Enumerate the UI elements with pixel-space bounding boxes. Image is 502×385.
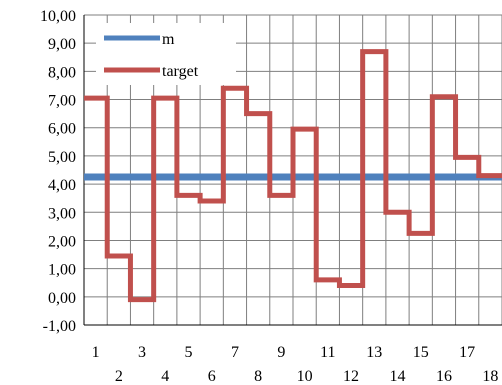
x-tick-label: 8	[254, 368, 262, 385]
y-tick-label: 9,00	[48, 36, 76, 53]
y-tick-label: 2,00	[48, 233, 76, 250]
x-tick-label: 10	[297, 368, 313, 385]
x-tick-label: 2	[115, 368, 123, 385]
series-line-target	[84, 49, 502, 303]
y-tick-label: 0,00	[48, 290, 76, 307]
x-tick-label: 5	[185, 344, 193, 361]
y-tick-label: 5,00	[48, 149, 76, 166]
x-tick-label: 16	[436, 368, 452, 385]
x-tick-label: 13	[366, 344, 382, 361]
plot-series	[84, 49, 502, 303]
x-tick-label: 12	[343, 368, 359, 385]
x-tick-label: 11	[320, 344, 335, 361]
x-tick-label: 4	[161, 368, 169, 385]
x-tick-label: 9	[277, 344, 285, 361]
x-tick-label: 6	[208, 368, 216, 385]
legend-background	[96, 23, 236, 85]
y-tick-label: 8,00	[48, 64, 76, 81]
x-tick-label: 18	[482, 368, 498, 385]
y-tick-label: 4,00	[48, 177, 76, 194]
legend: m target	[96, 23, 236, 85]
x-tick-label: 15	[413, 344, 429, 361]
y-axis-tick-labels: 10,00 9,00 8,00 7,00 6,00 5,00 4,00 3,00 2,00 1,0…	[40, 8, 76, 335]
x-tick-label: 1	[92, 344, 100, 361]
x-tick-label: 3	[138, 344, 146, 361]
legend-label-target: target	[162, 63, 199, 80]
x-tick-label: 7	[231, 344, 239, 361]
y-tick-label: 6,00	[48, 121, 76, 138]
legend-label-m: m	[162, 31, 175, 48]
y-tick-label: -1,00	[43, 318, 76, 335]
y-tick-label: 1,00	[48, 262, 76, 279]
y-tick-label: 7,00	[48, 93, 76, 110]
y-tick-label: 3,00	[48, 205, 76, 222]
x-tick-label: 17	[459, 344, 475, 361]
x-tick-label: 14	[390, 368, 406, 385]
y-tick-label: 10,00	[40, 8, 76, 25]
